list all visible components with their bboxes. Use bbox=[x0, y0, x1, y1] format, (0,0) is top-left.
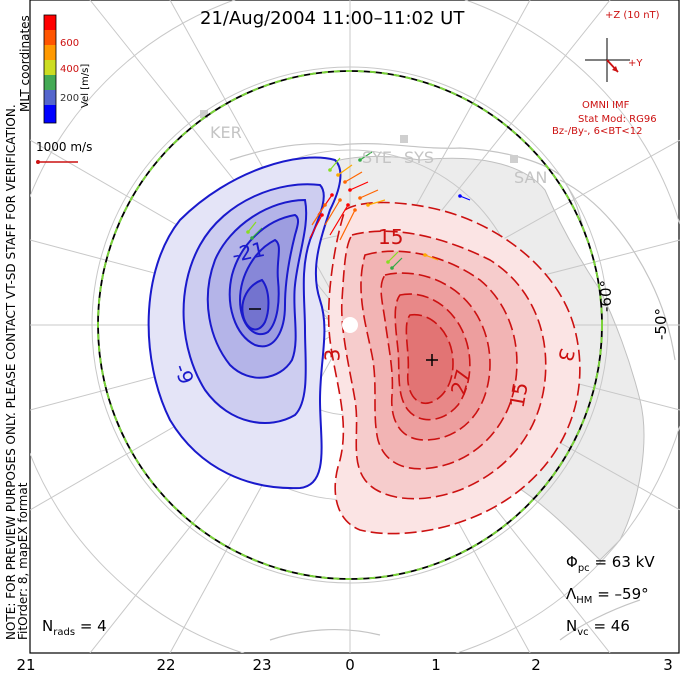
contour-label-15-right: 15 bbox=[504, 380, 533, 410]
phi-value: = 63 kV bbox=[594, 553, 655, 571]
hm-boundary-latitude: ΛHM = –59° bbox=[566, 585, 649, 606]
lambda-symbol: Λ bbox=[566, 585, 577, 603]
map-title: 21/Aug/2004 11:00–11:02 UT bbox=[200, 8, 465, 29]
positive-potential-cell bbox=[327, 201, 581, 535]
hm-boundary-dash bbox=[97, 70, 603, 580]
cross-polar-potential: Φpc = 63 kV bbox=[566, 553, 655, 574]
imf-y-label: +Y bbox=[628, 58, 643, 69]
nrads-value: = 4 bbox=[79, 617, 107, 635]
colorbar-tick-400: 400 bbox=[60, 64, 80, 75]
mlt-label-2: 2 bbox=[531, 656, 541, 674]
mlt-label-22: 22 bbox=[156, 656, 176, 674]
colorbar-tick-200: 200 bbox=[60, 93, 80, 104]
nvc-symbol: N bbox=[566, 617, 578, 635]
mlt-label-23: 23 bbox=[252, 656, 272, 674]
plot-frame bbox=[29, 0, 680, 654]
mlt-label-0: 0 bbox=[345, 656, 355, 674]
nrads-symbol: N bbox=[42, 617, 54, 635]
vector-count: Nvc = 46 bbox=[566, 617, 630, 638]
nrads-subscript: rads bbox=[53, 627, 76, 638]
stat-model-line-1: Stat Mod: RG96 bbox=[578, 114, 657, 125]
contour-label-15-top: 15 bbox=[378, 225, 404, 249]
radar-count: Nrads = 4 bbox=[42, 617, 107, 638]
coastline-south bbox=[269, 599, 641, 641]
station-sys: SYS bbox=[404, 148, 435, 167]
coastline-east bbox=[559, 179, 676, 361]
mlt-label-1: 1 bbox=[431, 656, 441, 674]
colorbar-tick-600: 600 bbox=[60, 38, 80, 49]
imf-source: OMNI IMF bbox=[582, 100, 630, 111]
velocity-vectors bbox=[246, 151, 471, 270]
lambda-value: = –59° bbox=[597, 585, 649, 603]
velocity-colorbar bbox=[43, 14, 57, 124]
stat-model-line-2: Bz-/By-, 6<BT<12 bbox=[552, 126, 643, 137]
pole-marker bbox=[342, 317, 358, 333]
station-sye: SYE bbox=[362, 148, 393, 167]
nvc-value: = 46 bbox=[593, 617, 630, 635]
nvc-subscript: vc bbox=[577, 627, 589, 638]
negative-potential-cell bbox=[147, 156, 342, 490]
phi-subscript: pc bbox=[577, 563, 590, 574]
colorbar-label: Vel [m/s] bbox=[80, 63, 91, 108]
coords-label: MLT coordinates bbox=[18, 15, 32, 112]
imf-z-label: +Z (10 nT) bbox=[605, 10, 660, 21]
imf-dial bbox=[585, 38, 630, 82]
station-ker: KER bbox=[210, 123, 242, 142]
latitude-label-60: -60° bbox=[597, 280, 615, 312]
station-san: SAN bbox=[514, 168, 548, 187]
latitude-label-50: -50° bbox=[652, 308, 670, 340]
lambda-subscript: HM bbox=[576, 595, 593, 606]
fit-order-note: FitOrder: 8, mapEX format bbox=[16, 482, 30, 640]
mlt-label-3: 3 bbox=[663, 656, 673, 674]
reference-vector-label: 1000 m/s bbox=[36, 140, 93, 154]
mlt-label-21: 21 bbox=[16, 656, 36, 674]
contour-label-3-left: 3 bbox=[320, 348, 345, 362]
phi-symbol: Φ bbox=[566, 553, 578, 571]
